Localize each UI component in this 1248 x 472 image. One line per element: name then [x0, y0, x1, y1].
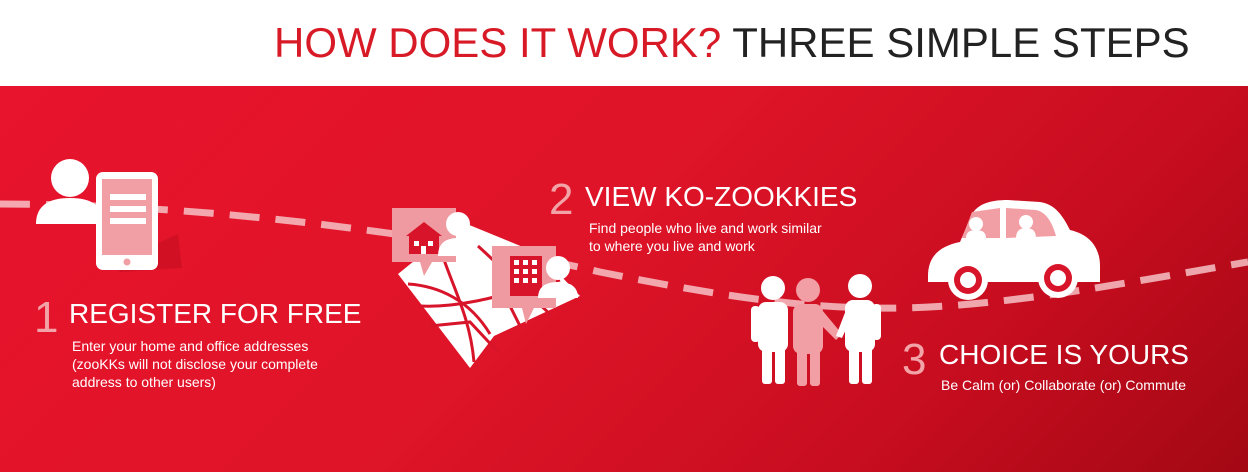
- header: HOW DOES IT WORK? THREE SIMPLE STEPS: [0, 0, 1248, 86]
- illustration: [0, 159, 1248, 386]
- step-3-description: Be Calm (or) Collaborate (or) Commute: [941, 376, 1241, 394]
- title-rest: THREE SIMPLE STEPS: [732, 19, 1190, 66]
- step-2-number: 2: [549, 175, 574, 224]
- step-1-desc-line: address to other users): [72, 374, 216, 390]
- step-1-desc-line: (zooKKs will not disclose your complete: [72, 356, 318, 372]
- step-2-desc-line: to where you live and work: [589, 238, 755, 254]
- user-phone-icon: [36, 159, 182, 272]
- car-icon: [928, 200, 1100, 300]
- step-2-description: Find people who live and work similar to…: [589, 219, 889, 255]
- step-1-description: Enter your home and office addresses (zo…: [72, 337, 392, 391]
- step-3-number: 3: [902, 335, 927, 384]
- title-highlight: HOW DOES IT WORK?: [274, 19, 722, 66]
- map-pins-icon: [392, 208, 580, 368]
- people-group-icon: [751, 274, 881, 386]
- step-3-desc-line: Be Calm (or) Collaborate (or) Commute: [941, 377, 1187, 393]
- step-2-desc-line: Find people who live and work similar: [589, 220, 822, 236]
- page-title: HOW DOES IT WORK? THREE SIMPLE STEPS: [274, 22, 1190, 64]
- step-2-title: VIEW KO-ZOOKKIES: [585, 181, 858, 212]
- step-3-title: CHOICE IS YOURS: [939, 339, 1189, 370]
- steps-panel: 1 REGISTER FOR FREE Enter your home and …: [0, 86, 1248, 472]
- dashed-route: [0, 200, 1248, 312]
- step-1-number: 1: [34, 293, 59, 342]
- step-1-desc-line: Enter your home and office addresses: [72, 338, 309, 354]
- step-1-title: REGISTER FOR FREE: [69, 298, 362, 329]
